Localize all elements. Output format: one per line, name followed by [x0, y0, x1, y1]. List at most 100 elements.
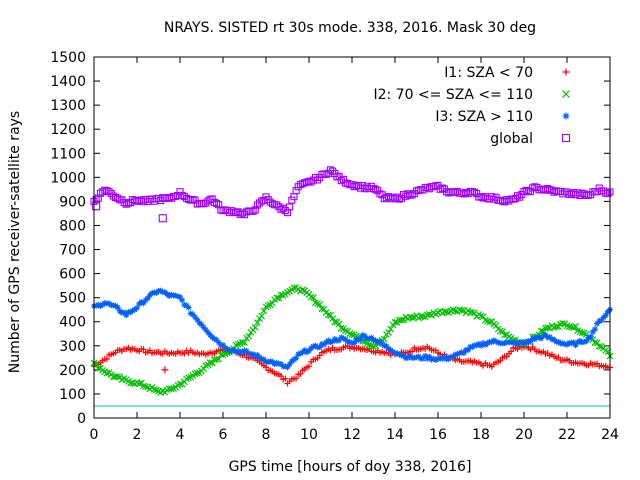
data-point: [456, 350, 463, 357]
data-point: [499, 328, 506, 336]
data-point: [357, 335, 364, 342]
data-point: [142, 383, 150, 390]
data-point: [275, 294, 283, 302]
data-point: [478, 342, 484, 349]
y-tick-label: 1300: [50, 98, 86, 114]
legend-label: I2: 70 <= SZA <= 110: [373, 87, 533, 103]
chart-title: NRAYS. SISTED rt 30s mode. 338, 2016. Ma…: [164, 20, 536, 36]
data-point: [215, 201, 223, 209]
data-point: [471, 309, 478, 317]
data-point: [314, 300, 322, 308]
data-point: [526, 188, 535, 196]
data-point: [422, 352, 429, 359]
data-point: [234, 340, 242, 348]
data-point: [123, 312, 130, 319]
data-point: [251, 323, 259, 331]
data-point: [290, 284, 298, 292]
data-point: [265, 359, 272, 366]
data-point: [187, 310, 194, 317]
data-point: [316, 344, 323, 351]
y-tick-label: 1100: [50, 146, 86, 162]
data-point: [92, 202, 101, 211]
data-point: [183, 302, 190, 309]
x-tick-label: 18: [472, 427, 490, 443]
data-point: [370, 342, 377, 350]
data-point: [591, 326, 598, 333]
data-point: [552, 323, 560, 331]
data-point: [114, 304, 121, 311]
data-point: [202, 326, 209, 333]
data-point: [278, 373, 285, 380]
data-point: [551, 336, 558, 343]
data-point: [297, 350, 304, 357]
data-point: [318, 340, 325, 347]
y-tick-label: 800: [59, 218, 86, 234]
data-point: [559, 190, 567, 198]
data-point: [327, 311, 334, 319]
data-point: [306, 347, 312, 354]
data-point: [228, 207, 236, 215]
data-point: [301, 347, 308, 354]
y-axis-label: Number of GPS receiver-satellite rays: [7, 111, 23, 373]
data-point: [458, 349, 465, 356]
x-tick-label: 10: [300, 427, 318, 443]
data-point: [309, 294, 317, 302]
data-point: [359, 332, 366, 339]
data-point: [452, 351, 459, 358]
data-point: [192, 314, 199, 321]
data-point: [290, 356, 297, 363]
data-point: [293, 375, 300, 382]
data-point: [189, 311, 196, 318]
data-point: [568, 340, 575, 347]
data-point: [397, 194, 406, 202]
data-point: [602, 312, 609, 319]
y-tick-label: 200: [59, 363, 86, 379]
data-point: [346, 330, 354, 338]
x-tick-label: 12: [343, 427, 361, 443]
data-point: [260, 356, 267, 363]
data-point: [540, 332, 547, 339]
data-point: [419, 313, 427, 320]
data-point: [604, 189, 612, 197]
data-points: [90, 166, 614, 396]
data-point: [327, 339, 334, 346]
x-tick-label: 22: [558, 427, 576, 443]
data-point: [158, 214, 167, 223]
data-point: [320, 305, 328, 313]
data-point: [508, 348, 515, 355]
data-point: [243, 348, 250, 355]
data-point: [258, 312, 266, 320]
data-point: [527, 338, 534, 345]
data-point: [286, 203, 294, 211]
data-point: [338, 334, 345, 341]
data-point: [376, 190, 384, 198]
data-point: [441, 353, 448, 360]
data-point: [563, 188, 571, 196]
data-point: [425, 310, 433, 318]
data-point: [305, 177, 313, 185]
y-tick-label: 1500: [50, 50, 86, 66]
data-point: [426, 353, 433, 360]
data-point: [559, 340, 566, 347]
data-point: [408, 191, 416, 199]
data-point: [329, 338, 336, 345]
data-point: [366, 335, 373, 342]
data-point: [419, 355, 426, 362]
data-point: [146, 195, 154, 203]
data-point: [324, 311, 332, 319]
data-point: [187, 196, 195, 204]
data-point: [595, 342, 603, 350]
data-point: [348, 331, 356, 339]
data-point: [488, 193, 496, 201]
data-point: [176, 380, 184, 388]
data-point: [481, 316, 489, 324]
data-point: [562, 112, 570, 120]
data-point: [542, 331, 549, 338]
data-point: [251, 206, 259, 214]
data-point: [516, 339, 523, 346]
data-point: [409, 348, 416, 355]
data-point: [559, 319, 567, 327]
x-tick-label: 8: [262, 427, 271, 443]
series-2: [91, 287, 613, 371]
data-point: [215, 339, 222, 346]
